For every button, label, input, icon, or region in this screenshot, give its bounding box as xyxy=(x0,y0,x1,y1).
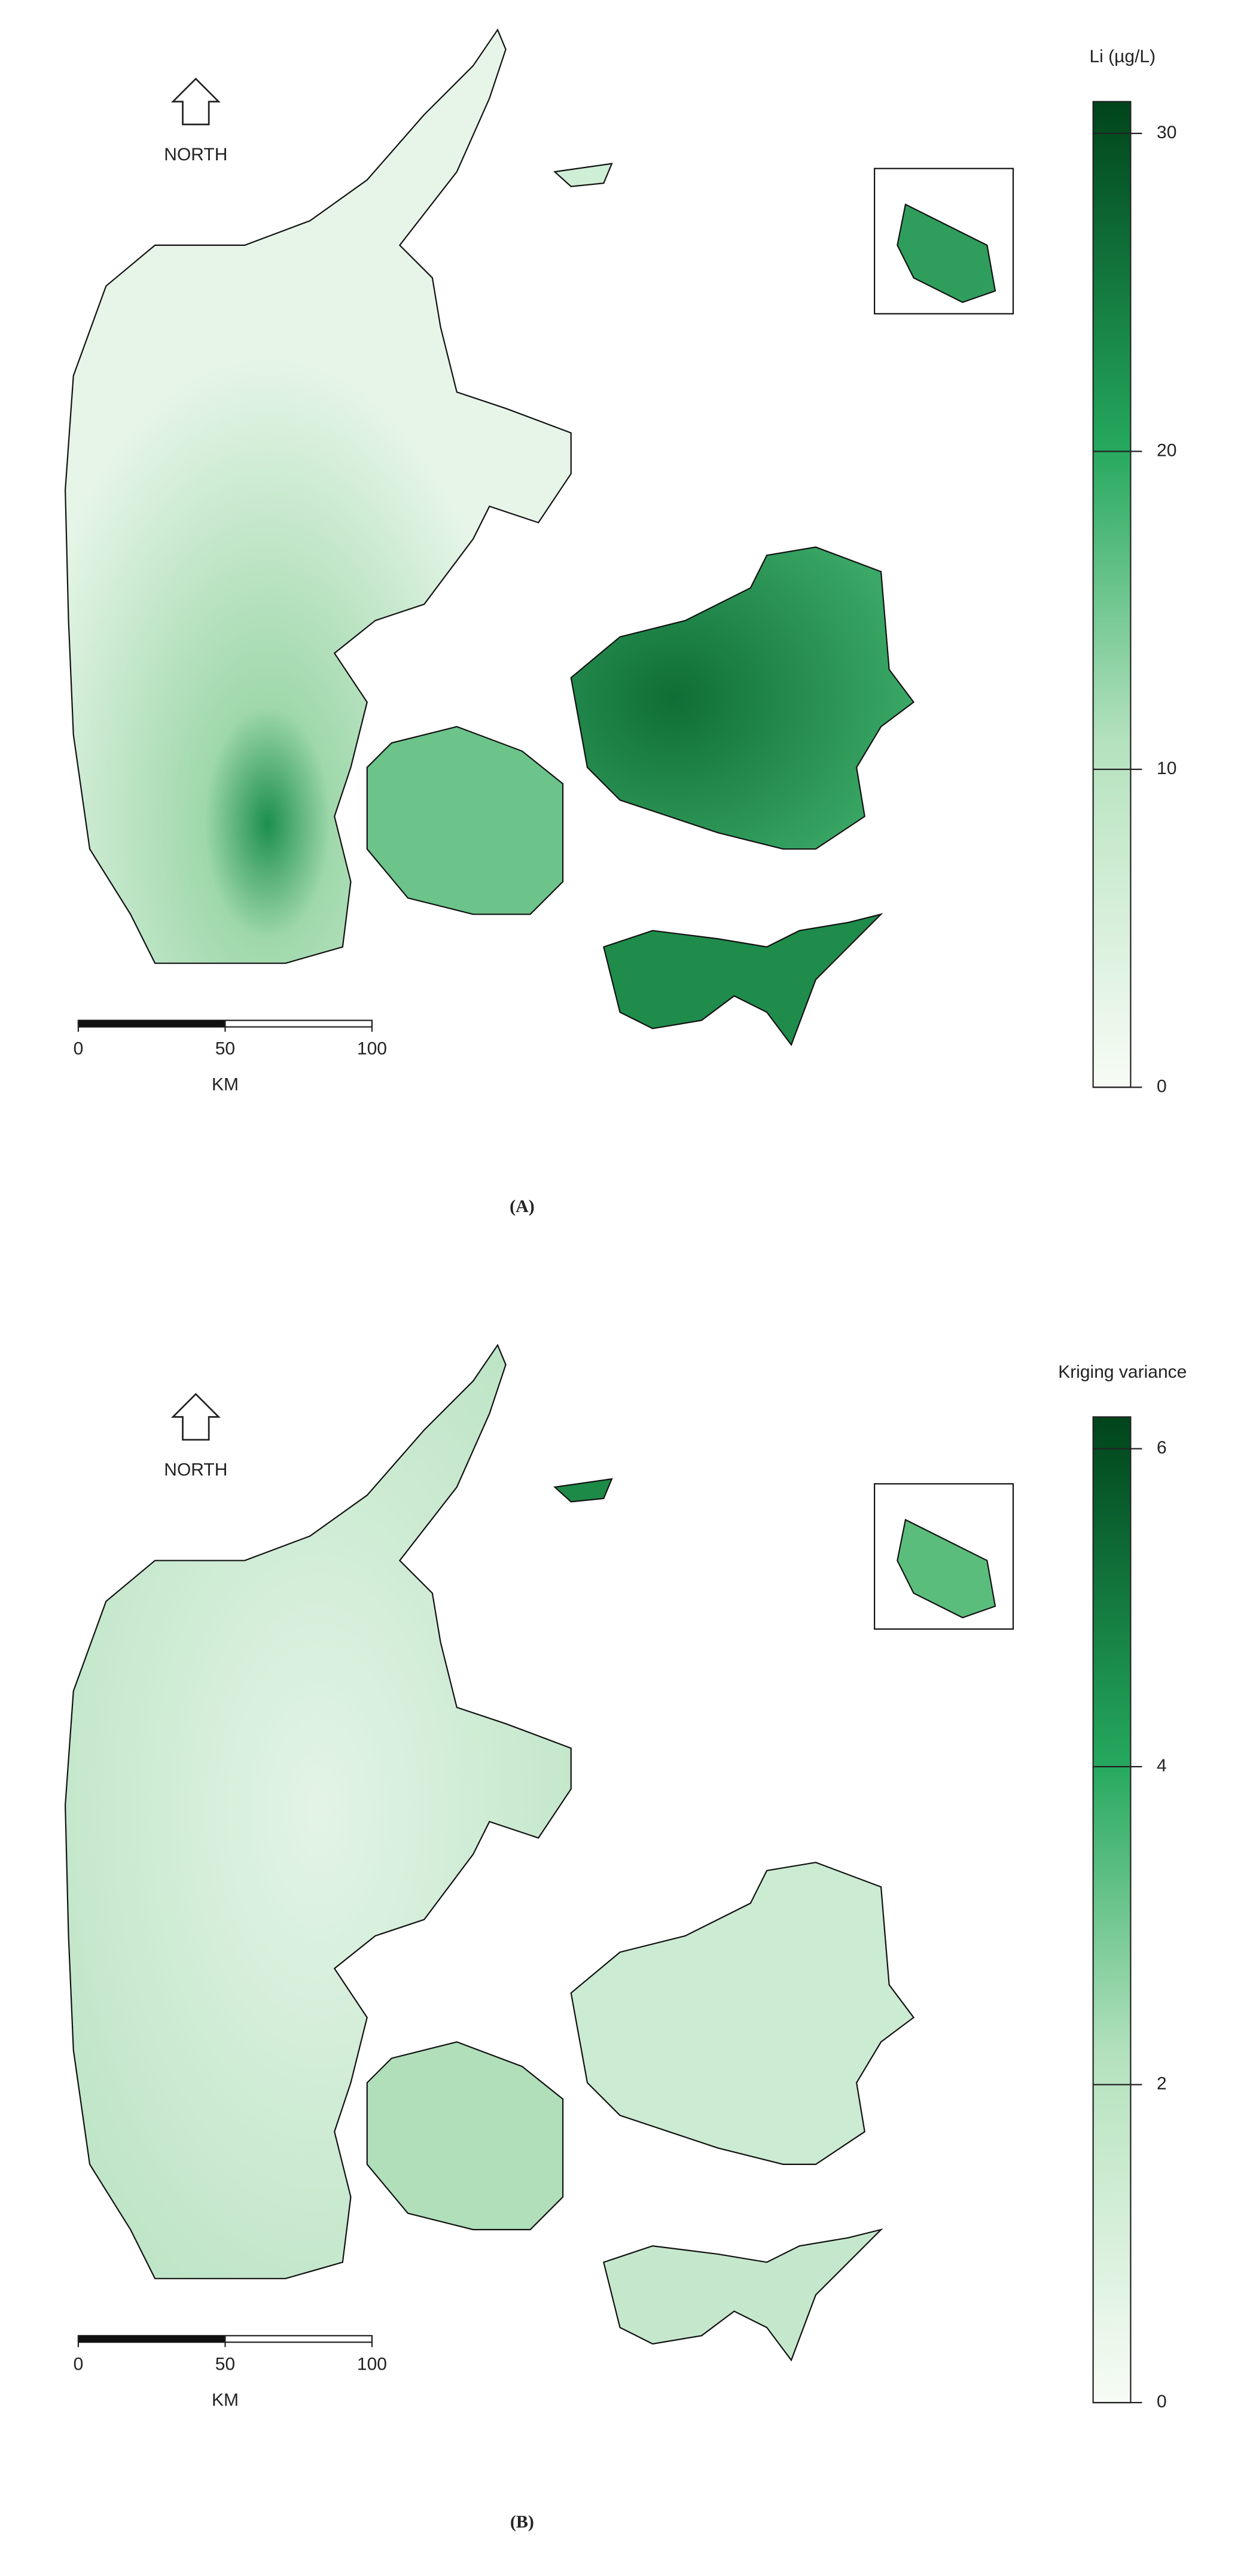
scale-tick-label: 50 xyxy=(215,1039,235,1059)
colorbar-tick-label: 0 xyxy=(1157,1076,1167,1096)
panel-label: (B) xyxy=(510,2512,534,2532)
north-label: NORTH xyxy=(164,145,227,165)
panel: NORTH 0 50 100 KM Li (µg/L) 0 10 20 30 (A) xyxy=(74,47,1177,1216)
scale-unit: KM xyxy=(212,2390,239,2410)
map-a xyxy=(65,29,1014,1046)
colorbar-tick-label: 20 xyxy=(1157,440,1176,460)
scale-bar-filled xyxy=(78,1020,225,1027)
colorbar-tick-label: 0 xyxy=(1157,2392,1167,2411)
north-label: NORTH xyxy=(164,1460,227,1479)
scale-tick-label: 100 xyxy=(357,2354,387,2374)
north-arrow xyxy=(170,1393,221,1441)
scale-bar-filled xyxy=(78,2336,225,2343)
colorbar-tick-label: 2 xyxy=(1157,2074,1167,2094)
scale-tick-label: 0 xyxy=(74,1039,84,1059)
map-b xyxy=(65,1344,1014,2361)
colorbar xyxy=(1092,101,1132,1088)
scale-tick-label: 50 xyxy=(215,2354,235,2374)
legend-title: Li (µg/L) xyxy=(1089,47,1156,66)
scale-unit: KM xyxy=(212,1075,239,1095)
colorbar-tick-label: 10 xyxy=(1157,759,1176,778)
colorbar-tick-label: 30 xyxy=(1157,123,1176,142)
panel-label: (A) xyxy=(510,1196,535,1216)
scale-tick-label: 0 xyxy=(74,2354,84,2374)
panel: NORTH 0 50 100 KM Kriging variance 0 2 4 6 (B) xyxy=(74,1362,1187,2532)
scale-tick-label: 100 xyxy=(357,1039,387,1059)
colorbar-tick-label: 6 xyxy=(1157,1438,1167,1458)
colorbar xyxy=(1092,1416,1132,2404)
legend-title: Kriging variance xyxy=(1058,1362,1187,1382)
north-arrow xyxy=(170,77,221,126)
colorbar-tick-label: 4 xyxy=(1157,1756,1167,1776)
